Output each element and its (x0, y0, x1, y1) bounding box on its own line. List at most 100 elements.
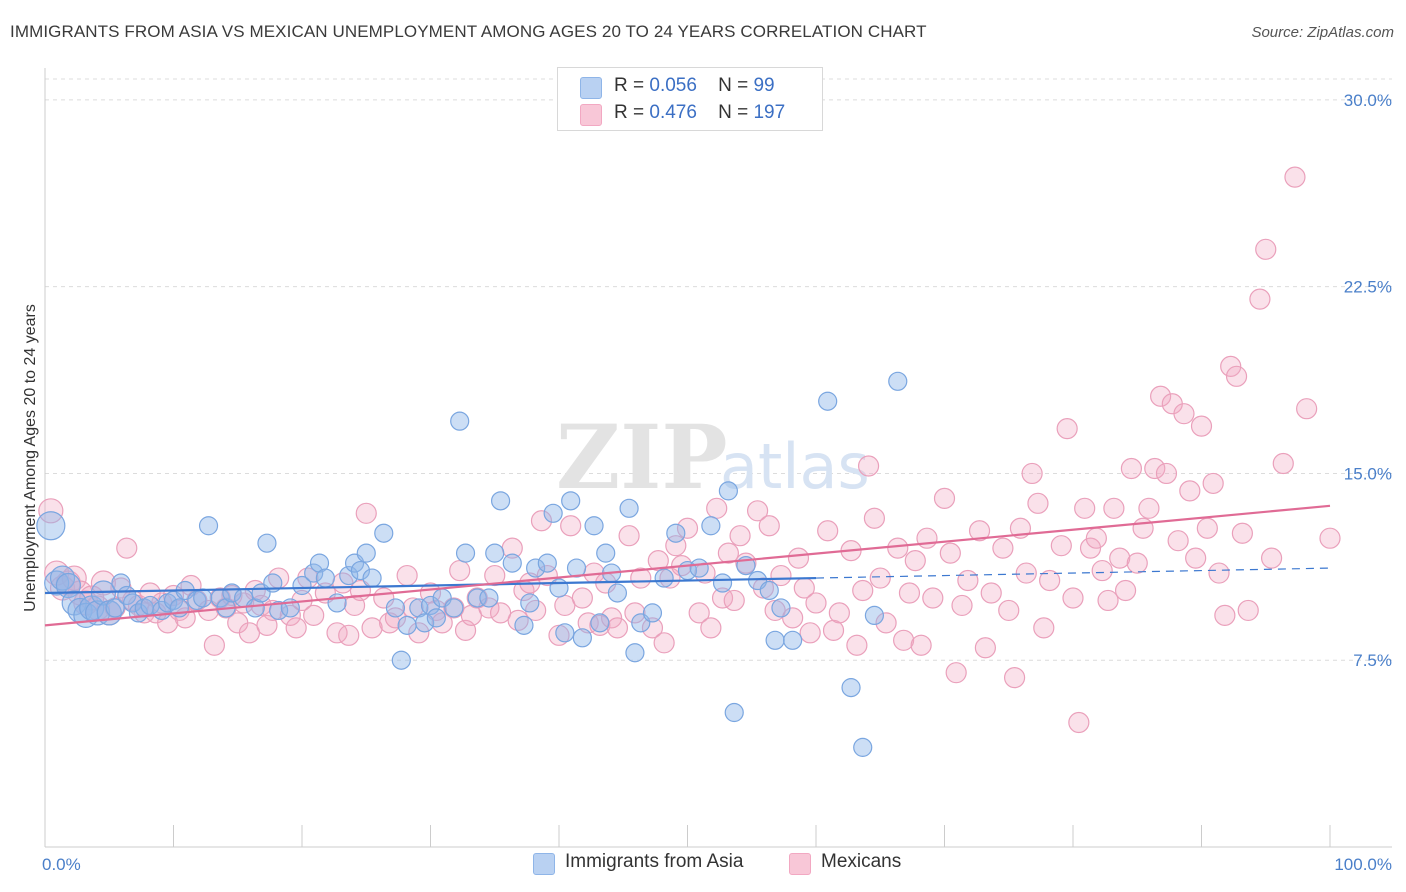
mex-point-99 (706, 497, 728, 519)
grid-lines (45, 78, 1392, 661)
mex-point-162 (1126, 552, 1148, 574)
mex-point-117 (828, 602, 850, 624)
mex-point-0 (38, 498, 64, 524)
asia-point-69 (555, 623, 575, 643)
asia-point-24 (193, 588, 213, 608)
mex-point-13 (116, 537, 138, 559)
mex-point-78 (560, 515, 582, 537)
mex-point-136 (957, 569, 979, 592)
asia-point-49 (397, 615, 417, 635)
asia-point-64 (520, 593, 540, 613)
mex-point-91 (653, 632, 675, 654)
mex-point-123 (869, 567, 891, 589)
asia-n-label: N = (718, 75, 749, 96)
mex-legend-swatch (789, 853, 811, 875)
mex-point-84 (600, 607, 623, 629)
mex-n-value: 197 (753, 102, 786, 123)
mex-point-182 (1249, 288, 1271, 310)
mex-point-43 (303, 604, 325, 627)
asia-point-82 (654, 568, 674, 588)
asia-point-48 (391, 650, 411, 670)
asia-point-43 (350, 560, 371, 581)
asia-trend-extension (815, 567, 1331, 579)
chart-title: IMMIGRANTS FROM ASIA VS MEXICAN UNEMPLOY… (10, 22, 927, 41)
asia-point-51 (415, 613, 435, 633)
mex-point-135 (951, 594, 973, 617)
asia-point-78 (619, 498, 639, 518)
mex-point-86 (618, 525, 640, 547)
asia-point-81 (642, 603, 663, 623)
mex-point-88 (630, 567, 652, 589)
mex-point-148 (1039, 569, 1061, 592)
asia-point-85 (689, 558, 709, 578)
mex-point-74 (530, 510, 553, 532)
asia-point-0 (36, 511, 66, 541)
asia-point-87 (712, 573, 733, 593)
mex-point-61 (443, 597, 465, 619)
mex-point-125 (887, 537, 909, 559)
asia-point-99 (864, 605, 885, 626)
series-mexicans-points (38, 166, 1341, 734)
mex-point-164 (1138, 497, 1160, 519)
mex-point-27 (203, 634, 225, 656)
asia-point-75 (596, 543, 616, 563)
mex-point-152 (1068, 711, 1090, 734)
mex-point-113 (799, 622, 821, 644)
asia-point-41 (339, 565, 359, 586)
asia-trend-line (44, 576, 817, 595)
mex-point-157 (1097, 589, 1119, 612)
mex-point-185 (1272, 452, 1294, 475)
mex-point-115 (817, 520, 839, 542)
y-tick-label-0: 7.5% (1353, 651, 1392, 670)
asia-legend-swatch (533, 853, 555, 875)
asia-point-30 (245, 598, 265, 618)
asia-n-value: 99 (753, 75, 775, 96)
asia-r-label: R = (614, 75, 645, 96)
source-label: Source: ZipAtlas.com (1251, 24, 1394, 41)
asia-point-32 (257, 533, 277, 553)
asia-point-94 (771, 598, 791, 618)
asia-point-60 (485, 543, 505, 563)
mex-point-40 (285, 617, 307, 639)
mex-point-79 (571, 587, 593, 609)
mex-point-132 (933, 487, 956, 509)
mex-point-131 (922, 587, 944, 609)
svg-text:atlas: atlas (720, 430, 870, 503)
mex-point-55 (396, 564, 418, 587)
asia-r-value: 0.056 (649, 75, 697, 96)
x-tick-label-1: 100.0% (1334, 855, 1392, 874)
mex-point-39 (279, 604, 301, 627)
asia-point-79 (625, 643, 645, 663)
asia-point-44 (356, 543, 376, 563)
mex-point-137 (968, 520, 991, 542)
asia-point-98 (853, 737, 873, 757)
mex-point-180 (1231, 522, 1253, 544)
mex-point-128 (904, 550, 926, 572)
asia-point-46 (374, 523, 394, 543)
asia-point-62 (502, 553, 522, 573)
mex-point-68 (489, 602, 512, 624)
mex-point-95 (676, 517, 699, 539)
mex-r-label: R = (614, 102, 645, 123)
mex-point-172 (1185, 547, 1207, 569)
mex-point-176 (1208, 562, 1230, 584)
asia-point-77 (607, 583, 628, 603)
mex-point-129 (910, 634, 932, 656)
asia-point-50 (409, 598, 429, 618)
asia-point-25 (198, 516, 219, 536)
axes (44, 68, 1392, 848)
mex-point-173 (1190, 415, 1213, 437)
mex-point-121 (857, 455, 880, 477)
mex-point-119 (846, 634, 868, 656)
mex-point-158 (1103, 497, 1125, 519)
y-tick-label-2: 22.5% (1344, 278, 1392, 297)
mex-point-183 (1255, 238, 1277, 260)
tick-labels: 7.5% 15.0% 22.5% 30.0% 0.0% 100.0% (42, 91, 1392, 874)
mex-point-60 (431, 612, 453, 634)
mex-trend-line (44, 504, 1331, 627)
asia-point-65 (526, 558, 546, 578)
mex-point-181 (1237, 599, 1259, 622)
mex-point-59 (425, 599, 447, 622)
asia-point-57 (455, 543, 476, 563)
